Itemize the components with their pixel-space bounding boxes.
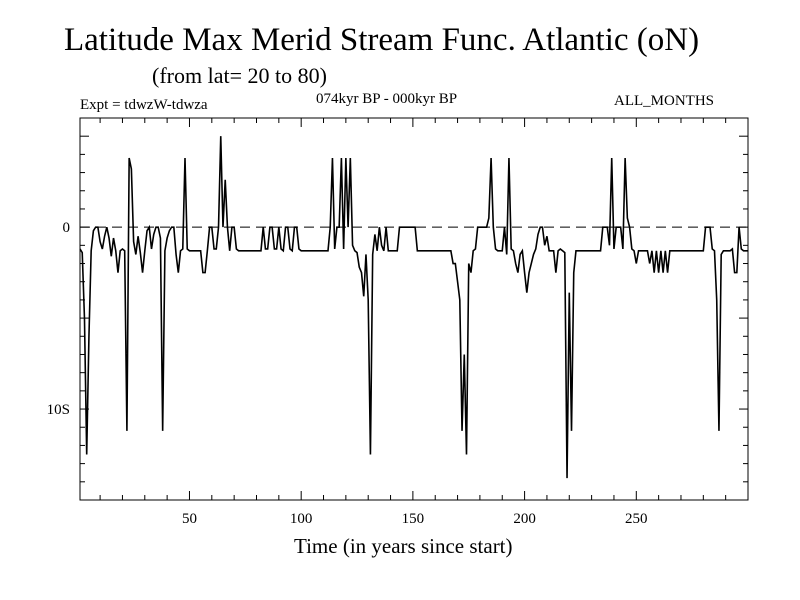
x-axis-label: Time (in years since start): [294, 534, 513, 558]
axis-tick-labels: 50 100 150 200 250 0 10S: [47, 220, 648, 527]
y-tick-label: 0: [63, 220, 71, 236]
plot-frame: [79, 117, 749, 501]
series-line: [79, 136, 748, 479]
axis-ticks: [80, 117, 748, 501]
x-tick-label: 150: [402, 511, 425, 527]
x-tick-label: 250: [625, 511, 648, 527]
chart-subtitle: (from lat= 20 to 80): [152, 63, 327, 88]
months-label: ALL_MONTHS: [614, 93, 714, 109]
x-tick-label: 50: [182, 511, 197, 527]
x-tick-label: 200: [513, 511, 536, 527]
chart-title: Latitude Max Merid Stream Func. Atlantic…: [64, 22, 700, 58]
y-tick-label: 10S: [47, 402, 70, 418]
x-tick-label: 100: [290, 511, 313, 527]
experiment-label: Expt = tdwzW-tdwza: [80, 97, 208, 113]
period-label: 074kyr BP - 000kyr BP: [316, 91, 458, 107]
